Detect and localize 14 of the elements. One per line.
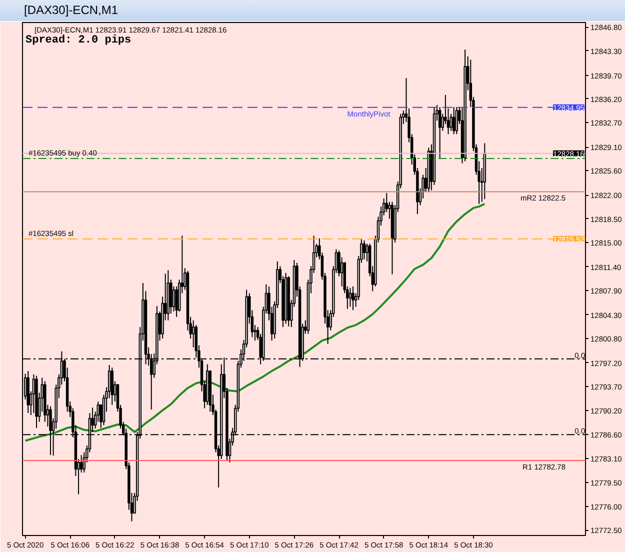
candlestick [438, 106, 442, 158]
candlestick [362, 240, 366, 260]
candlestick [175, 286, 178, 318]
line-series [24, 202, 486, 442]
annotation: Spread: 2.0 pips [26, 34, 132, 46]
chart-title: [DAX30]-ECN,M1 [24, 2, 118, 19]
candlestick [110, 367, 114, 406]
candlestick [452, 106, 456, 135]
candlestick [348, 287, 352, 308]
candlestick [32, 374, 36, 414]
candlestick [352, 286, 354, 311]
candlestick [455, 106, 458, 135]
candlestick [80, 454, 83, 474]
candlestick [170, 279, 172, 314]
